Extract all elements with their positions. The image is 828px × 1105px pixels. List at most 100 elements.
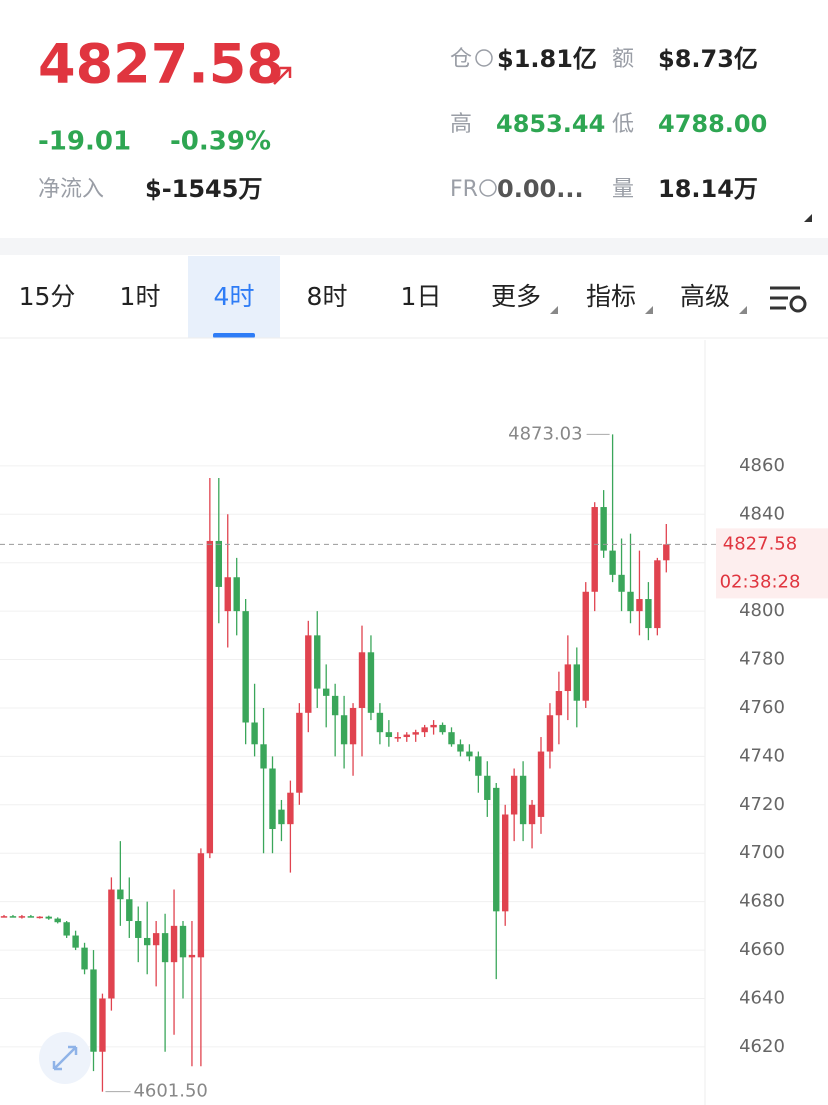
- net-inflow: $-1545万: [145, 175, 262, 203]
- change: -19.01: [38, 127, 131, 157]
- y-tick-label: 4800: [739, 600, 785, 621]
- expand-corner[interactable]: [804, 214, 812, 222]
- candle-body: [358, 652, 366, 708]
- candle-body: [528, 804, 536, 825]
- candle-body: [564, 664, 572, 692]
- stat-value: 4788.00: [658, 110, 767, 138]
- candle-body: [591, 507, 598, 592]
- candle-body: [331, 695, 339, 716]
- candle-body: [582, 591, 589, 701]
- candle-body: [242, 611, 249, 723]
- tab[interactable]: 4时: [214, 282, 255, 311]
- candle-body: [269, 768, 276, 830]
- net-inflow-label: 净流入: [38, 177, 104, 202]
- candle-body: [510, 775, 518, 815]
- candle-body: [430, 724, 437, 728]
- candle-body: [421, 727, 428, 733]
- stat-value: 4853.44: [496, 110, 605, 138]
- dropdown-caret: [645, 306, 653, 314]
- candle-body: [349, 707, 357, 745]
- last-price-box: [716, 528, 828, 599]
- y-tick-label: 4660: [739, 939, 785, 960]
- candle-body: [9, 916, 17, 918]
- candle-body: [609, 550, 616, 575]
- stat-value: 18.14万: [658, 175, 758, 203]
- y-tick-label: 4620: [739, 1036, 785, 1057]
- candle-body: [403, 734, 410, 738]
- candle-body: [493, 787, 500, 912]
- candle-body: [179, 925, 187, 958]
- candle-body: [573, 664, 580, 701]
- candle-body: [90, 969, 97, 1052]
- candle-body: [117, 889, 124, 900]
- stat-value: $1.81亿: [497, 45, 597, 73]
- candle-body: [323, 688, 330, 696]
- candle-body: [0, 916, 8, 918]
- divider: [0, 238, 828, 255]
- candle-body: [224, 577, 231, 612]
- y-tick-label: 4740: [739, 745, 785, 766]
- candle-body: [233, 577, 240, 612]
- candle-body: [81, 947, 88, 970]
- candle-body: [385, 732, 393, 738]
- candle-body: [18, 916, 26, 918]
- tab[interactable]: 更多: [491, 282, 541, 311]
- candle-body: [502, 814, 509, 912]
- fullscreen-button[interactable]: [39, 1032, 91, 1084]
- candle-body: [367, 652, 375, 713]
- y-tick-label: 4760: [739, 697, 785, 718]
- candle-body: [144, 937, 151, 946]
- high-marker-label: 4873.03: [508, 423, 582, 444]
- candle-body: [627, 591, 634, 612]
- stat-label: 量: [612, 177, 634, 202]
- candle-body: [296, 712, 303, 793]
- settings-icon[interactable]: [770, 286, 807, 313]
- tab[interactable]: 8时: [307, 282, 348, 311]
- y-tick-label: 4700: [739, 842, 785, 863]
- tab[interactable]: 1日: [401, 282, 442, 311]
- candle-body: [36, 916, 43, 919]
- candle-body: [519, 775, 527, 825]
- candle-body: [108, 889, 115, 999]
- candle-body: [188, 954, 196, 958]
- candle-body: [439, 724, 446, 733]
- candle-body: [537, 751, 545, 817]
- candle-body: [546, 715, 554, 752]
- y-tick-label: 4780: [739, 649, 785, 670]
- stat-label: 仓: [450, 47, 472, 72]
- last-price-label: 4827.58: [723, 533, 797, 554]
- candle-body: [600, 507, 607, 551]
- tab-bar: 15分 1时 4时 8时 1日 更多 指标 高级: [19, 256, 807, 338]
- candle-body: [260, 744, 267, 769]
- candle-body: [340, 715, 348, 745]
- candle-body: [135, 921, 142, 938]
- candle-body: [72, 935, 79, 948]
- candle-body: [99, 998, 106, 1052]
- candle-body: [206, 540, 214, 854]
- tab[interactable]: 15分: [19, 282, 76, 311]
- candle-body: [448, 732, 455, 745]
- candle-body: [63, 922, 70, 936]
- dropdown-caret: [550, 306, 558, 314]
- candle-body: [412, 732, 419, 735]
- candle-body: [126, 899, 133, 922]
- stat-label: 高: [450, 112, 472, 137]
- help-icon[interactable]: [479, 179, 497, 197]
- candle-body: [663, 544, 670, 561]
- active-tab-underline: [213, 333, 255, 338]
- change-pct: -0.39%: [170, 127, 271, 157]
- tab[interactable]: 高级: [680, 282, 730, 311]
- candle-body: [152, 933, 160, 946]
- tab[interactable]: 1时: [120, 282, 161, 311]
- low-marker-label: 4601.50: [133, 1081, 207, 1102]
- help-icon[interactable]: [475, 49, 493, 67]
- tab[interactable]: 指标: [586, 282, 636, 311]
- candle-body: [466, 751, 473, 757]
- candle-body: [475, 756, 482, 776]
- y-tick-label: 4680: [739, 891, 785, 912]
- candle-body: [197, 853, 205, 958]
- y-tick-label: 4640: [739, 987, 785, 1008]
- candle-body: [215, 540, 222, 587]
- candle-body: [251, 722, 258, 745]
